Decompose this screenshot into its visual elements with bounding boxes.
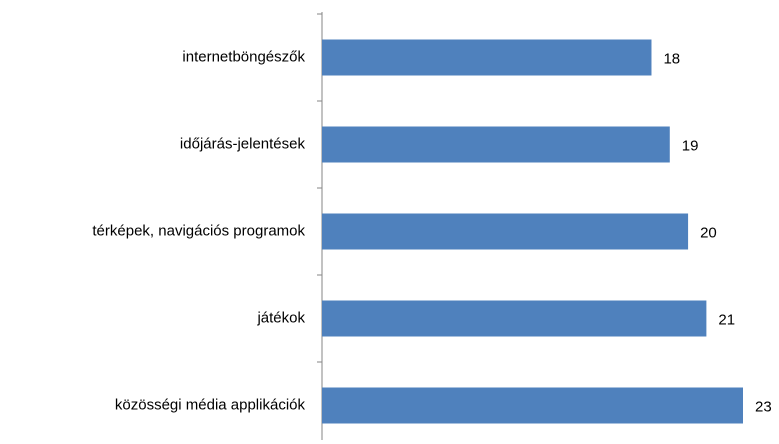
category-label: időjárás-jelentések bbox=[180, 135, 306, 152]
bar bbox=[322, 213, 689, 250]
bar bbox=[322, 300, 707, 337]
value-label: 20 bbox=[700, 224, 717, 241]
category-label: játékok bbox=[256, 309, 305, 326]
category-label: internetböngészők bbox=[182, 48, 305, 65]
value-label: 18 bbox=[663, 50, 680, 67]
category-label: közösségi média applikációk bbox=[115, 396, 306, 413]
value-label: 21 bbox=[718, 311, 735, 328]
bar bbox=[322, 39, 652, 76]
bar bbox=[322, 387, 743, 424]
bar bbox=[322, 126, 670, 163]
value-label: 19 bbox=[682, 137, 699, 154]
category-label: térképek, navigációs programok bbox=[92, 222, 305, 239]
value-label: 23 bbox=[755, 398, 772, 415]
